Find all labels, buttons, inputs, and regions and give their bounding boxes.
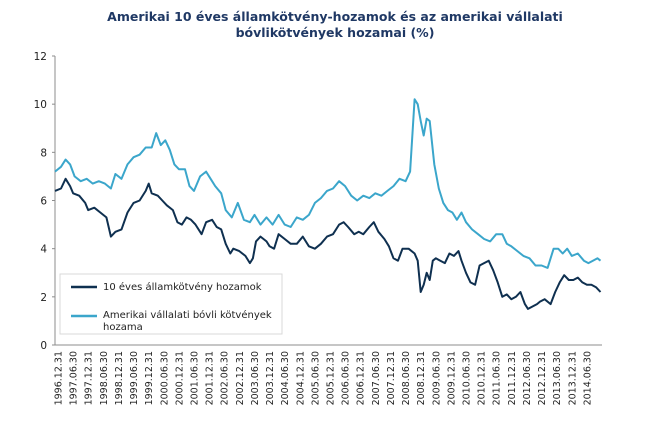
x-tick-label: 2008.06.30 (401, 351, 412, 405)
x-tick-label: 2005.12.31 (326, 351, 337, 405)
x-tick-label: 2010.12.31 (477, 351, 488, 405)
x-tick-label: 2000.12.31 (174, 351, 185, 405)
series-line-treasury (54, 177, 602, 310)
x-tick-label: 2001.06.30 (190, 351, 201, 405)
legend-label-junk-bond: Amerikai vállalati bóvli kötvények hozam… (103, 309, 275, 333)
x-tick-label: 1999.12.31 (144, 351, 155, 405)
y-tick-label: 4 (40, 244, 47, 256)
x-tick-label: 2013.06.30 (552, 351, 563, 405)
x-tick-label: 1997.06.30 (69, 351, 80, 405)
x-tick-label: 2012.06.30 (522, 351, 533, 405)
x-tick-label: 2006.12.31 (356, 351, 367, 405)
x-tick-label: 1999.06.30 (129, 351, 140, 405)
x-tick-label: 2007.12.31 (386, 351, 397, 405)
y-tick-label: 12 (34, 51, 47, 63)
x-tick-label: 1996.12.31 (54, 351, 65, 405)
x-tick-label: 2001.12.31 (205, 351, 216, 405)
series-layer (54, 98, 602, 310)
x-tick-label: 2003.12.31 (265, 351, 276, 405)
x-tick-label: 2004.06.30 (280, 351, 291, 405)
axes (52, 55, 602, 346)
x-tick-label: 1997.12.31 (84, 351, 95, 405)
x-tick-label: 1998.12.31 (114, 351, 125, 405)
x-tick-label: 2010.06.30 (462, 351, 473, 405)
x-tick-label: 2009.12.31 (446, 351, 457, 405)
x-tick-label: 2014.06.30 (582, 351, 593, 405)
x-tick-label: 2004.12.31 (295, 351, 306, 405)
x-tick-labels: 1996.12.31 1997.06.30 1997.12.31 1998.06.30… (54, 351, 594, 405)
x-tick-label: 2011.12.31 (507, 351, 518, 405)
x-tick-label: 2002.12.31 (235, 351, 246, 405)
x-tick-label: 2013.12.31 (567, 351, 578, 405)
y-tick-label: 8 (40, 147, 47, 159)
legend-label-treasury: 10 éves államkötvény hozamok (103, 281, 262, 293)
y-tick-label: 0 (40, 340, 47, 352)
x-tick-label: 2008.12.31 (416, 351, 427, 405)
x-tick-label: 2011.06.30 (492, 351, 503, 405)
chart-title-line1: Amerikai 10 éves államkötvény-hozamok és… (107, 9, 563, 24)
series-line-junk-bond (54, 98, 602, 269)
y-tick-label: 2 (40, 292, 47, 304)
x-tick-label: 2007.06.30 (371, 351, 382, 405)
chart-title-line2: bóvlikötvények hozamai (%) (236, 25, 435, 40)
x-tick-label: 2009.06.30 (431, 351, 442, 405)
y-tick-labels: 0 2 4 6 8 10 12 (34, 51, 48, 352)
x-tick-label: 2005.06.30 (310, 351, 321, 405)
y-tick-label: 10 (34, 99, 47, 111)
x-tick-label: 2002.06.30 (220, 351, 231, 405)
x-tick-label: 2000.06.30 (159, 351, 170, 405)
legend: 10 éves államkötvény hozamok Amerikai vá… (59, 273, 283, 335)
x-tick-label: 2012.12.31 (537, 351, 548, 405)
x-tick-label: 2006.06.30 (341, 351, 352, 405)
x-tick-label: 2003.06.30 (250, 351, 261, 405)
x-tick-label: 1998.06.30 (99, 351, 110, 405)
y-tick-label: 6 (40, 196, 47, 208)
legend-box (59, 273, 283, 335)
